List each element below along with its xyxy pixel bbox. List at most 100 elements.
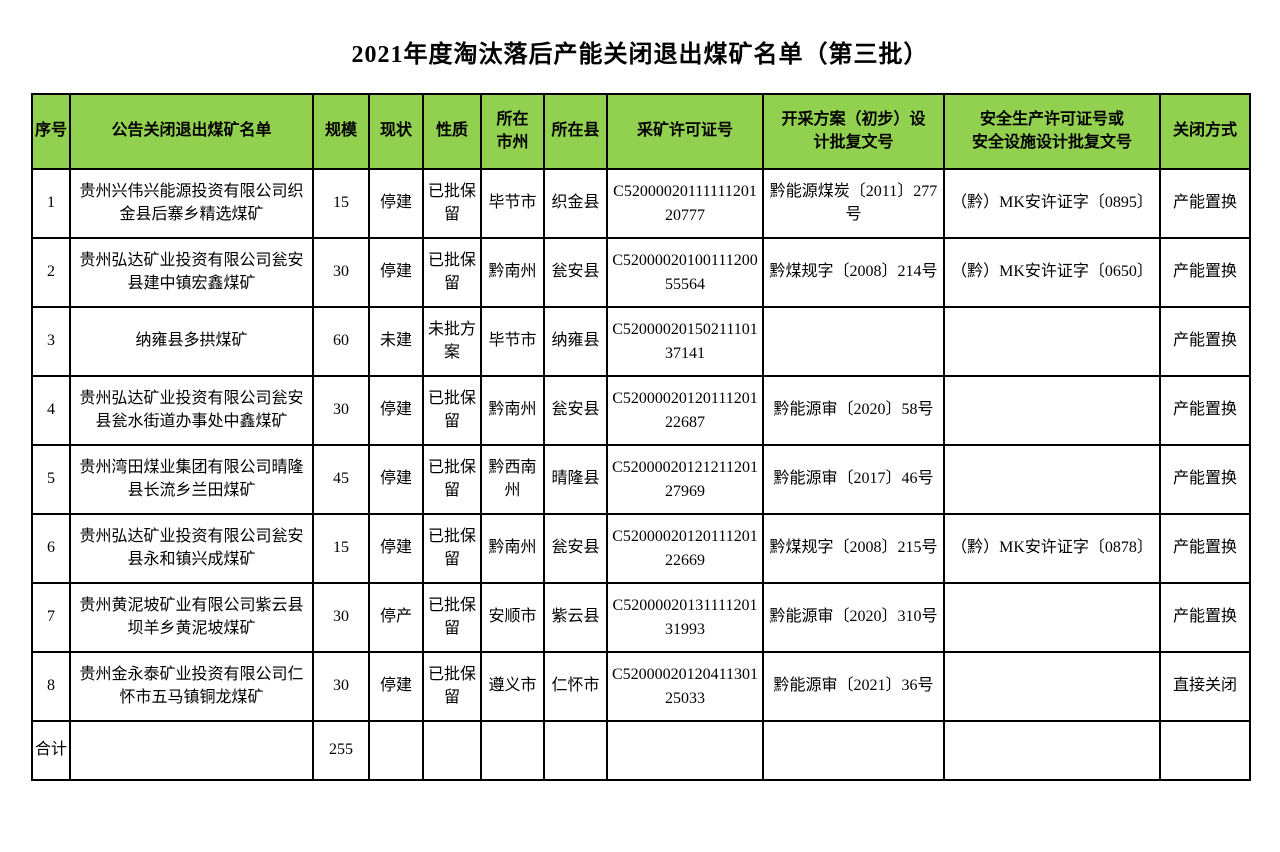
cell-safety	[943, 720, 1161, 781]
table-row: 4 贵州弘达矿业投资有限公司瓮安县瓮水街道办事处中鑫煤矿 30 停建 已批保留 黔南州 瓮安…	[31, 375, 1251, 446]
table-header: 序号 公告关闭退出煤矿名单 规模 现状 性质 所在 市州 所在县 采矿许可证号 …	[31, 93, 1251, 170]
header-cell-scale: 规模	[312, 93, 370, 170]
table-row: 6 贵州弘达矿业投资有限公司瓮安县永和镇兴成煤矿 15 停建 已批保留 黔南州 瓮安县 C52…	[31, 513, 1251, 584]
cell-safety	[943, 582, 1161, 653]
header-cell-county: 所在县	[543, 93, 608, 170]
header-cell-closure: 关闭方式	[1159, 93, 1251, 170]
cell-seq: 3	[31, 306, 71, 377]
cell-status	[368, 720, 424, 781]
cell-seq: 2	[31, 237, 71, 308]
cell-closure: 产能置换	[1159, 582, 1251, 653]
cell-closure: 产能置换	[1159, 513, 1251, 584]
cell-name: 纳雍县多拱煤矿	[69, 306, 314, 377]
cell-seq: 8	[31, 651, 71, 722]
cell-county: 紫云县	[543, 582, 608, 653]
header-cell-nature: 性质	[422, 93, 482, 170]
table-row: 8 贵州金永泰矿业投资有限公司仁怀市五马镇铜龙煤矿 30 停建 已批保留 遵义市 仁怀市 C5…	[31, 651, 1251, 722]
cell-county: 瓮安县	[543, 237, 608, 308]
cell-scale: 15	[312, 168, 370, 239]
cell-city: 黔西南州	[480, 444, 545, 515]
cell-seq: 4	[31, 375, 71, 446]
cell-city: 毕节市	[480, 168, 545, 239]
cell-plan	[762, 306, 945, 377]
cell-seq: 合计	[31, 720, 71, 781]
total-row: 合计 255	[31, 720, 1251, 781]
cell-nature: 已批保留	[422, 375, 482, 446]
cell-city: 遵义市	[480, 651, 545, 722]
cell-nature: 已批保留	[422, 651, 482, 722]
cell-name: 贵州黄泥坡矿业有限公司紫云县坝羊乡黄泥坡煤矿	[69, 582, 314, 653]
cell-plan: 黔能源审〔2017〕46号	[762, 444, 945, 515]
cell-plan	[762, 720, 945, 781]
table-body: 1 贵州兴伟兴能源投资有限公司织金县后寨乡精选煤矿 15 停建 已批保留 毕节市 织金县 C5…	[31, 168, 1251, 781]
cell-county: 瓮安县	[543, 375, 608, 446]
cell-county: 晴隆县	[543, 444, 608, 515]
cell-plan: 黔能源审〔2021〕36号	[762, 651, 945, 722]
cell-name	[69, 720, 314, 781]
cell-license	[606, 720, 764, 781]
cell-safety	[943, 444, 1161, 515]
cell-name: 贵州金永泰矿业投资有限公司仁怀市五马镇铜龙煤矿	[69, 651, 314, 722]
header-cell-city: 所在 市州	[480, 93, 545, 170]
cell-scale: 30	[312, 582, 370, 653]
cell-scale: 30	[312, 375, 370, 446]
cell-status: 停建	[368, 168, 424, 239]
cell-license: C5200002011111120120777	[606, 168, 764, 239]
cell-nature	[422, 720, 482, 781]
cell-scale: 45	[312, 444, 370, 515]
header-row: 序号 公告关闭退出煤矿名单 规模 现状 性质 所在 市州 所在县 采矿许可证号 …	[31, 93, 1251, 170]
cell-nature: 已批保留	[422, 582, 482, 653]
cell-closure: 直接关闭	[1159, 651, 1251, 722]
mines-table: 序号 公告关闭退出煤矿名单 规模 现状 性质 所在 市州 所在县 采矿许可证号 …	[31, 93, 1251, 781]
cell-license: C5200002012121120127969	[606, 444, 764, 515]
cell-nature: 已批保留	[422, 168, 482, 239]
cell-plan: 黔煤规字〔2008〕215号	[762, 513, 945, 584]
cell-safety: （黔）MK安许证字〔0650〕	[943, 237, 1161, 308]
header-cell-status: 现状	[368, 93, 424, 170]
cell-county: 仁怀市	[543, 651, 608, 722]
cell-scale: 30	[312, 651, 370, 722]
cell-name: 贵州兴伟兴能源投资有限公司织金县后寨乡精选煤矿	[69, 168, 314, 239]
cell-closure: 产能置换	[1159, 375, 1251, 446]
cell-name: 贵州弘达矿业投资有限公司瓮安县瓮水街道办事处中鑫煤矿	[69, 375, 314, 446]
cell-status: 未建	[368, 306, 424, 377]
cell-name: 贵州弘达矿业投资有限公司瓮安县永和镇兴成煤矿	[69, 513, 314, 584]
table-row: 7 贵州黄泥坡矿业有限公司紫云县坝羊乡黄泥坡煤矿 30 停产 已批保留 安顺市 紫云县 C52…	[31, 582, 1251, 653]
cell-safety	[943, 651, 1161, 722]
cell-closure: 产能置换	[1159, 168, 1251, 239]
cell-license: C5200002013111120131993	[606, 582, 764, 653]
cell-license: C5200002012011120122669	[606, 513, 764, 584]
cell-scale: 15	[312, 513, 370, 584]
cell-safety	[943, 306, 1161, 377]
header-cell-plan: 开采方案（初步）设 计批复文号	[762, 93, 945, 170]
cell-county: 瓮安县	[543, 513, 608, 584]
page-title: 2021年度淘汰落后产能关闭退出煤矿名单（第三批）	[351, 42, 929, 68]
header-cell-name: 公告关闭退出煤矿名单	[69, 93, 314, 170]
cell-license: C5200002015021110137141	[606, 306, 764, 377]
cell-safety	[943, 375, 1161, 446]
cell-status: 停建	[368, 375, 424, 446]
cell-closure: 产能置换	[1159, 306, 1251, 377]
cell-county: 织金县	[543, 168, 608, 239]
table-row: 3 纳雍县多拱煤矿 60 未建 未批方案 毕节市 纳雍县 C52000020150211101…	[31, 306, 1251, 377]
cell-nature: 已批保留	[422, 237, 482, 308]
header-cell-license: 采矿许可证号	[606, 93, 764, 170]
cell-safety: （黔）MK安许证字〔0878〕	[943, 513, 1161, 584]
cell-county: 纳雍县	[543, 306, 608, 377]
cell-closure: 产能置换	[1159, 237, 1251, 308]
cell-seq: 1	[31, 168, 71, 239]
cell-seq: 7	[31, 582, 71, 653]
cell-city: 安顺市	[480, 582, 545, 653]
cell-safety: （黔）MK安许证字〔0895〕	[943, 168, 1161, 239]
cell-plan: 黔能源煤炭〔2011〕277号	[762, 168, 945, 239]
header-cell-safety: 安全生产许可证号或 安全设施设计批复文号	[943, 93, 1161, 170]
cell-city: 黔南州	[480, 513, 545, 584]
cell-license: C5200002010011120055564	[606, 237, 764, 308]
cell-license: C5200002012041130125033	[606, 651, 764, 722]
cell-closure	[1159, 720, 1251, 781]
cell-city: 黔南州	[480, 375, 545, 446]
cell-seq: 6	[31, 513, 71, 584]
cell-status: 停建	[368, 513, 424, 584]
header-cell-seq: 序号	[31, 93, 71, 170]
table-row: 2 贵州弘达矿业投资有限公司瓮安县建中镇宏鑫煤矿 30 停建 已批保留 黔南州 瓮安县 C52…	[31, 237, 1251, 308]
